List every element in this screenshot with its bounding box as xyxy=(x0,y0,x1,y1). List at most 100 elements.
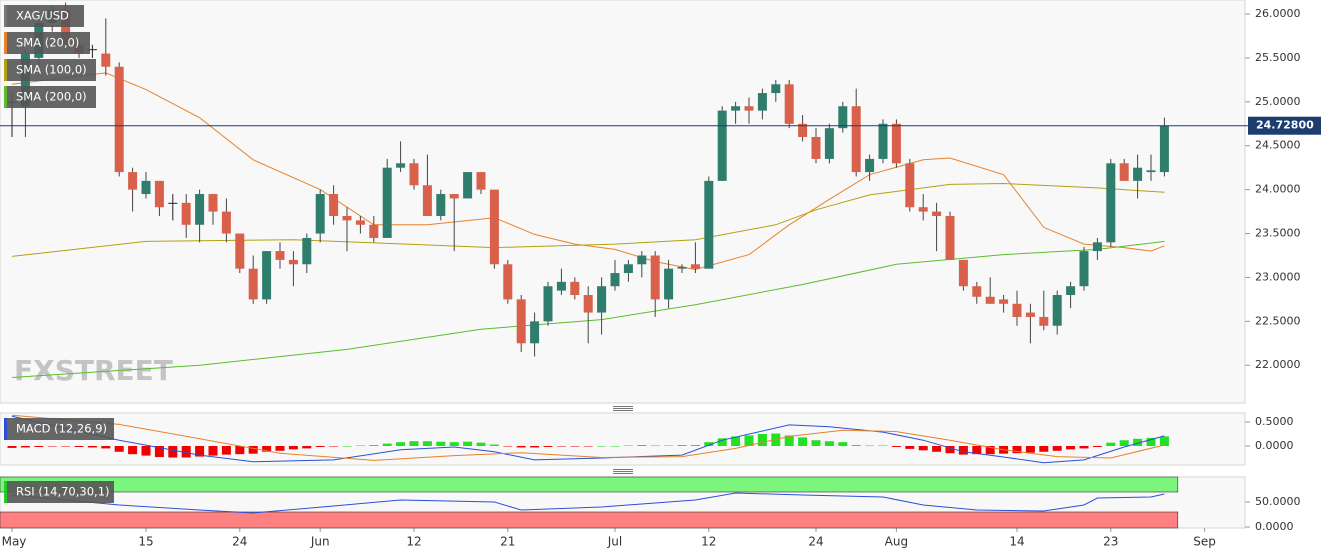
macd-histogram-bar xyxy=(221,446,231,455)
candle-body xyxy=(878,123,888,159)
macd-histogram-bar xyxy=(181,446,191,458)
candle-body xyxy=(999,299,1009,304)
y-tick-label: 25.5000 xyxy=(1255,51,1301,64)
candle-body xyxy=(1052,295,1062,326)
macd-histogram-bar xyxy=(744,435,754,447)
candle-body xyxy=(570,281,580,296)
indicator-line xyxy=(11,182,1165,257)
legend-box xyxy=(4,59,96,81)
macd-histogram-bar xyxy=(195,446,205,457)
candle-body xyxy=(449,194,459,199)
macd-histogram-bar xyxy=(449,442,459,447)
candle-body xyxy=(757,93,767,111)
legend-label: XAG/USD xyxy=(16,9,69,23)
y-tick-label: 24.5000 xyxy=(1255,139,1301,152)
macd-histogram-bar xyxy=(731,436,741,447)
candle-body xyxy=(436,194,446,216)
legend-swatch xyxy=(4,5,7,27)
macd-histogram-bar xyxy=(610,446,620,447)
candle-body xyxy=(597,286,607,313)
panel-grip[interactable] xyxy=(613,469,633,474)
candle-body xyxy=(891,123,901,164)
macd-histogram-bar xyxy=(141,446,151,456)
candle-body xyxy=(690,264,700,269)
candle-body xyxy=(704,180,714,269)
indicator-line xyxy=(11,415,1165,464)
macd-histogram-bar xyxy=(463,441,473,447)
macd-histogram-bar xyxy=(985,446,995,455)
candle-body xyxy=(985,296,995,304)
macd-histogram-bar xyxy=(530,446,540,448)
macd-histogram-bar xyxy=(1039,446,1049,452)
candle-body xyxy=(838,106,848,129)
macd-histogram-bar xyxy=(7,446,17,448)
macd-histogram-bar xyxy=(905,446,915,449)
candle-body xyxy=(154,180,164,208)
macd-histogram-bar xyxy=(516,446,526,448)
candle-body xyxy=(1025,312,1035,317)
macd-histogram-bar xyxy=(396,442,406,447)
macd-histogram-bar xyxy=(248,446,258,454)
candle-body xyxy=(918,207,928,212)
y-tick-label: 50.0000 xyxy=(1255,495,1301,508)
candle-body xyxy=(556,281,566,291)
candle-body xyxy=(1119,163,1129,181)
x-tick-label: Jun xyxy=(310,535,330,549)
candle-body xyxy=(744,106,754,111)
macd-histogram-bar xyxy=(664,445,674,447)
legend-box xyxy=(4,32,90,54)
macd-histogram-bar xyxy=(704,442,714,447)
candle-body xyxy=(1146,170,1156,173)
legend-label: SMA (20,0) xyxy=(16,36,79,50)
macd-histogram-bar xyxy=(208,446,218,456)
macd-histogram-bar xyxy=(677,445,687,447)
y-tick-label: 0.0000 xyxy=(1255,520,1294,533)
macd-histogram-bar xyxy=(409,441,419,447)
candle-body xyxy=(1039,316,1049,326)
macd-histogram-bar xyxy=(489,444,499,447)
legend-swatch xyxy=(4,418,7,440)
x-tick-label: Aug xyxy=(885,535,908,549)
indicator-line xyxy=(11,240,1165,378)
macd-histogram-bar xyxy=(101,446,111,449)
candle-body xyxy=(208,194,218,212)
x-tick-label: 12 xyxy=(701,535,716,549)
panel-grip[interactable] xyxy=(613,406,633,411)
x-tick-label: 14 xyxy=(1009,535,1024,549)
macd-histogram-bar xyxy=(784,435,794,447)
x-tick-label: 12 xyxy=(406,535,421,549)
candle-body xyxy=(610,273,620,287)
macd-histogram-bar xyxy=(262,446,272,452)
candle-body xyxy=(181,202,191,225)
macd-histogram-bar xyxy=(288,446,298,450)
macd-histogram-bar xyxy=(556,446,566,447)
macd-histogram-bar xyxy=(168,446,178,458)
y-tick-label: 24.0000 xyxy=(1255,183,1301,196)
macd-histogram-bar xyxy=(369,445,379,447)
macd-histogram-bar xyxy=(958,446,968,455)
macd-histogram-bar xyxy=(1092,446,1102,447)
macd-histogram-bar xyxy=(20,446,30,448)
macd-histogram-bar xyxy=(583,446,593,447)
indicator-line xyxy=(11,414,1165,461)
macd-histogram-bar xyxy=(355,445,365,447)
macd-histogram-bar xyxy=(891,446,901,447)
candle-body xyxy=(677,266,687,269)
candle-body xyxy=(128,172,138,190)
macd-histogram-bar xyxy=(275,446,285,451)
macd-histogram-bar xyxy=(1025,446,1035,453)
candle-body xyxy=(905,163,915,208)
candle-body xyxy=(865,158,875,173)
macd-histogram-bar xyxy=(74,446,84,447)
candle-body xyxy=(530,321,540,344)
macd-histogram-bar xyxy=(34,446,44,447)
macd-histogram-bar xyxy=(851,445,861,447)
macd-histogram-bar xyxy=(1106,442,1116,447)
macd-histogram-bar xyxy=(918,446,928,451)
macd-histogram-bar xyxy=(382,443,392,447)
candle-body xyxy=(463,172,473,199)
x-tick-label: 15 xyxy=(138,535,153,549)
macd-histogram-bar xyxy=(1012,446,1022,454)
